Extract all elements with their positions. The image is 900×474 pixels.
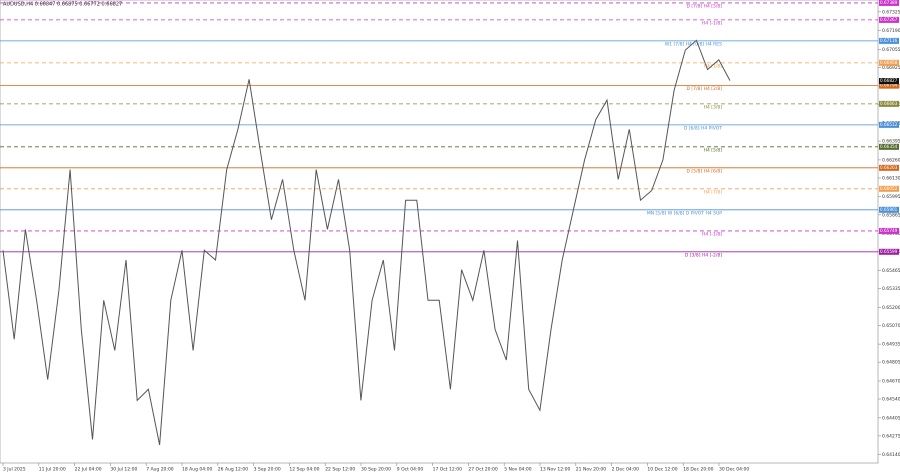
y-tick-label: 0.67055 (882, 47, 900, 53)
x-tick-label: 17 Oct 12:00 (433, 467, 462, 473)
x-tick-label: 7 Aug 20:00 (146, 467, 174, 473)
plot-frame (0, 0, 879, 464)
y-tick-label: 0.65335 (882, 286, 900, 292)
level-price-box (879, 248, 899, 255)
level-label: H4 [-1/8] (702, 20, 722, 26)
level-label: H4 [7/8] (704, 189, 723, 195)
x-tick-label: 21 Nov 20:00 (576, 467, 606, 473)
x-tick-label: 22 Jul 04:00 (75, 467, 102, 473)
level-label: W1 [7/8] H4 [0/8] H4 RES (665, 41, 722, 47)
level-price: 0.67267 (880, 17, 898, 22)
x-tick-label: 11 Jul 20:00 (39, 467, 66, 473)
x-tick-label: 27 Oct 20:00 (468, 467, 497, 473)
y-tick-label: 0.66130 (882, 175, 900, 181)
level-label: H4 [3/8] (704, 104, 723, 110)
y-tick-label: 0.64670 (882, 378, 900, 384)
level-label: MN [5/8] W [6/8] D PIVOT H4 SUP (647, 210, 722, 216)
level-label: D [6/8] H4 PIVOT (684, 125, 722, 131)
y-tick-label: 0.65995 (882, 194, 900, 200)
level-price-box (879, 0, 899, 6)
price-line (2, 39, 731, 445)
level-price: 0.66354 (880, 144, 898, 149)
x-tick-label: 2 Dec 04:00 (612, 467, 640, 473)
y-tick-label: 0.66395 (882, 139, 900, 145)
x-tick-label: 26 Aug 12:00 (218, 467, 248, 473)
x-tick-label: 3 Jul 2025 (3, 467, 26, 473)
y-tick-label: 0.65465 (882, 268, 900, 274)
level-label: D [7/8] H4 [2/8] (686, 86, 722, 92)
level-price-box (879, 206, 899, 213)
level-price-box (879, 227, 899, 234)
level-price: 0.65599 (880, 249, 898, 254)
level-label: H4 [1/8] (704, 63, 723, 69)
level-price: 0.67389 (880, 0, 898, 5)
y-tick-label: 0.64140 (882, 452, 900, 458)
level-price: 0.66958 (880, 60, 898, 65)
x-tick-label: 10 Dec 12:00 (647, 467, 677, 473)
level-price-box (879, 143, 899, 150)
level-price-box (879, 16, 899, 23)
last-price: 0.66827 (880, 78, 898, 83)
level-price: 0.65749 (880, 228, 898, 233)
x-tick-label: 18 Aug 04:00 (182, 467, 212, 473)
y-tick-label: 0.65070 (882, 323, 900, 329)
x-tick-label: 30 Sep 20:00 (361, 467, 391, 473)
x-tick-label: 9 Oct 04:00 (397, 467, 424, 473)
level-price-box (879, 100, 899, 107)
level-label: H4 [-1/8] (702, 231, 722, 237)
y-tick-label: 0.64805 (882, 360, 900, 366)
x-tick-label: 22 Sep 12:00 (325, 467, 355, 473)
level-price-box (879, 185, 899, 192)
y-tick-label: 0.66260 (882, 157, 900, 163)
level-label: D [7/8] H4 [5/8] (686, 3, 722, 9)
x-tick-label: 12 Sep 04:00 (289, 467, 319, 473)
level-price: 0.65901 (880, 207, 898, 212)
y-tick-label: 0.67325 (882, 9, 900, 15)
level-label: D [3/8] H4 [-2/8] (685, 252, 722, 258)
y-tick-label: 0.65730 (882, 231, 900, 237)
level-price-box (879, 121, 899, 128)
level-price-box (879, 82, 899, 89)
x-tick-label: 18 Dec 20:00 (683, 467, 713, 473)
x-tick-label: 3 Sep 20:00 (254, 467, 281, 473)
level-price: 0.66794 (880, 83, 898, 88)
y-tick-label: 0.64540 (882, 397, 900, 403)
y-tick-label: 0.65865 (882, 212, 900, 218)
level-price: 0.66512 (880, 122, 898, 127)
level-price: 0.66663 (880, 101, 898, 106)
level-price-box (879, 59, 899, 66)
level-price: 0.66052 (880, 186, 898, 191)
y-tick-label: 0.66925 (882, 65, 900, 71)
level-price: 0.66203 (880, 165, 898, 170)
level-price: 0.67116 (880, 38, 898, 43)
last-price-box (879, 78, 899, 85)
x-tick-label: 30 Jul 12:00 (110, 467, 137, 473)
y-tick-label: 0.67190 (882, 28, 900, 34)
level-label: D [5/8] H4 [6/8] (686, 168, 722, 174)
chart-title: AUDUSD,H4 0.66847 0.66875 0.66772 0.6682… (3, 2, 122, 8)
x-tick-label: 5 Nov 04:00 (504, 467, 532, 473)
y-tick-label: 0.64405 (882, 415, 900, 421)
level-price-box (879, 164, 899, 171)
y-tick-label: 0.64275 (882, 433, 900, 439)
y-tick-label: 0.65200 (882, 305, 900, 311)
x-tick-label: 13 Nov 12:00 (540, 467, 570, 473)
level-price-box (879, 37, 899, 44)
x-tick-label: 30 Dec 04:00 (719, 467, 749, 473)
level-label: H4 [5/8] (704, 147, 723, 153)
y-tick-label: 0.64935 (882, 342, 900, 348)
